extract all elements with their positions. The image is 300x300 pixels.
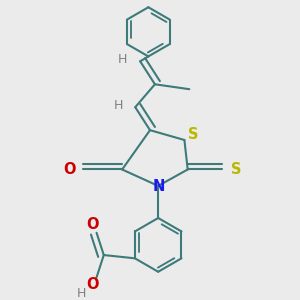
Text: H: H <box>118 53 127 66</box>
Text: N: N <box>153 179 165 194</box>
Text: H: H <box>113 99 123 112</box>
Text: H: H <box>77 287 86 300</box>
Text: S: S <box>231 162 241 177</box>
Text: S: S <box>188 127 199 142</box>
Text: O: O <box>63 162 75 177</box>
Text: O: O <box>86 217 99 232</box>
Text: O: O <box>86 277 99 292</box>
